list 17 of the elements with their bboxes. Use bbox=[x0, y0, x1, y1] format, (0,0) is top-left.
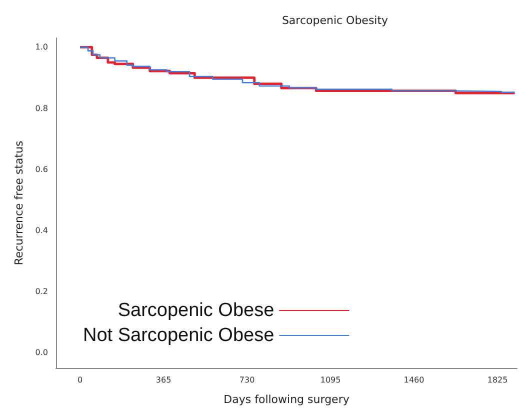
x-tick-label: 730 bbox=[239, 376, 255, 384]
y-tick-label: 0.2 bbox=[35, 287, 48, 296]
y-tick-label: 1.0 bbox=[35, 42, 48, 52]
y-axis-title: Recurrence free status bbox=[12, 140, 26, 266]
x-tick-label: 1825 bbox=[487, 376, 508, 384]
x-tick-label: 1095 bbox=[320, 376, 341, 384]
x-tick-label: 1460 bbox=[404, 376, 424, 384]
x-axis-title: Days following surgery bbox=[224, 393, 350, 406]
y-tick-label: 0.6 bbox=[35, 164, 48, 174]
chart-title: Sarcopenic Obesity bbox=[282, 14, 389, 27]
x-tick-label: 365 bbox=[156, 376, 172, 384]
y-tick-label: 0.4 bbox=[35, 226, 48, 235]
legend-label: Sarcopenic Obese bbox=[118, 300, 274, 321]
y-tick-label: 0.0 bbox=[35, 348, 48, 358]
y-tick-label: 0.8 bbox=[35, 104, 48, 113]
legend-label: Not Sarcopenic Obese bbox=[82, 325, 274, 346]
x-tick-label: 0 bbox=[77, 376, 83, 384]
